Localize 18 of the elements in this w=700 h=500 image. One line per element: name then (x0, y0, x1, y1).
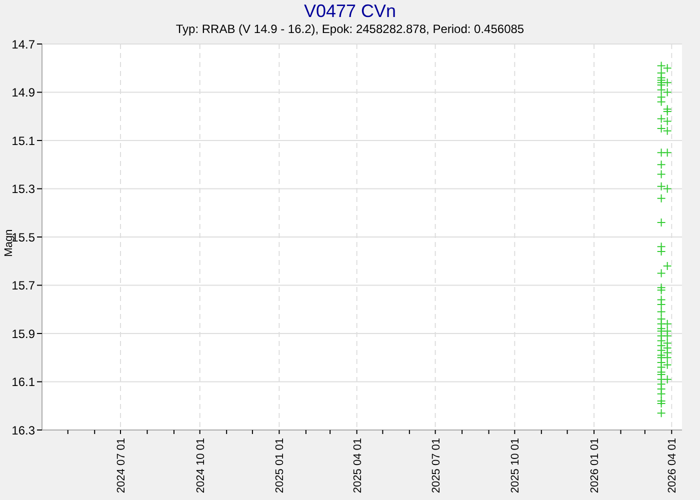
x-tick-label: 2024 07 01 (115, 438, 128, 494)
x-tick-label: 2024 10 01 (194, 438, 207, 494)
y-tick-label: 16.3 (12, 423, 36, 438)
y-tick-label: 15.3 (12, 182, 36, 196)
x-tick-label: 2026 04 01 (666, 438, 679, 494)
chart-title: V0477 CVn (302, 0, 398, 22)
y-tick-label: 16.1 (12, 375, 36, 390)
y-tick-label: 14.7 (12, 37, 36, 52)
y-tick-label: 15.7 (12, 278, 36, 293)
x-tick-label: 2026 01 01 (589, 438, 602, 494)
y-tick-label: 14.9 (12, 86, 36, 100)
x-tick-label: 2025 10 01 (510, 438, 522, 494)
x-tick-label: 2025 04 01 (352, 438, 364, 494)
y-tick-label: 15.1 (12, 134, 36, 148)
chart-subtitle: Typ: RRAB (V 14.9 - 16.2), Epok: 2458282.878, Period: 0.456085 (174, 21, 526, 37)
x-tick-label: 2025 01 01 (274, 438, 286, 494)
y-tick-label: 15.9 (12, 326, 36, 341)
x-tick-label: 2025 07 01 (430, 438, 442, 494)
